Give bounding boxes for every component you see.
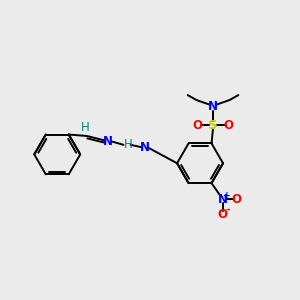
Text: N: N (208, 100, 218, 113)
Text: N: N (218, 193, 228, 206)
Text: H: H (124, 138, 133, 151)
Text: O: O (223, 118, 233, 132)
Text: H: H (81, 121, 90, 134)
Text: S: S (208, 118, 218, 132)
Text: N: N (103, 135, 113, 148)
Text: N: N (140, 141, 149, 154)
Text: -: - (226, 205, 230, 214)
Text: O: O (193, 118, 203, 132)
Text: +: + (223, 191, 230, 200)
Text: O: O (218, 208, 228, 220)
Text: O: O (232, 193, 242, 206)
